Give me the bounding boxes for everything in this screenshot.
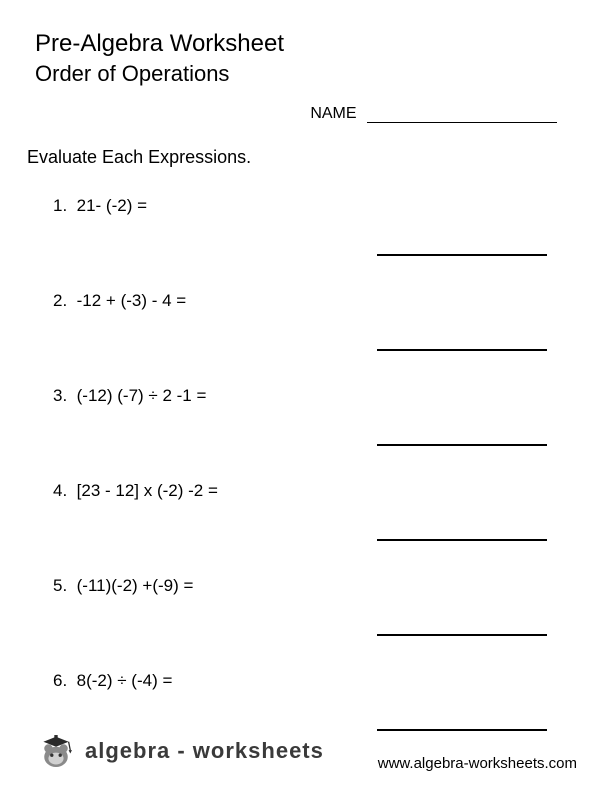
problem-text: 3. (-12) (-7) ÷ 2 -1 =: [35, 386, 577, 406]
name-label: NAME: [310, 105, 356, 123]
answer-line[interactable]: [377, 634, 547, 636]
problem-expression: -12 + (-3) - 4 =: [77, 291, 187, 310]
problem-row: 4. [23 - 12] x (-2) -2 =: [35, 481, 577, 576]
problem-text: 1. 21- (-2) =: [35, 196, 577, 216]
mascot-icon: [35, 730, 77, 772]
instructions: Evaluate Each Expressions.: [27, 147, 577, 168]
problem-number: 3.: [53, 386, 67, 405]
problem-expression: (-11)(-2) +(-9) =: [77, 576, 194, 595]
name-input-line[interactable]: [367, 122, 557, 123]
problem-text: 4. [23 - 12] x (-2) -2 =: [35, 481, 577, 501]
problem-expression: 21- (-2) =: [77, 196, 147, 215]
answer-line[interactable]: [377, 444, 547, 446]
problems-list: 1. 21- (-2) = 2. -12 + (-3) - 4 = 3. (-1…: [35, 196, 577, 766]
problem-text: 6. 8(-2) ÷ (-4) =: [35, 671, 577, 691]
problem-expression: 8(-2) ÷ (-4) =: [77, 671, 173, 690]
problem-expression: [23 - 12] x (-2) -2 =: [77, 481, 218, 500]
problem-row: 2. -12 + (-3) - 4 =: [35, 291, 577, 386]
logo-text: algebra - worksheets: [85, 738, 324, 764]
problem-text: 2. -12 + (-3) - 4 =: [35, 291, 577, 311]
answer-line[interactable]: [377, 539, 547, 541]
problem-number: 6.: [53, 671, 67, 690]
problem-number: 4.: [53, 481, 67, 500]
name-row: NAME: [35, 105, 577, 123]
problem-number: 5.: [53, 576, 67, 595]
problem-expression: (-12) (-7) ÷ 2 -1 =: [77, 386, 207, 405]
problem-row: 3. (-12) (-7) ÷ 2 -1 =: [35, 386, 577, 481]
answer-line[interactable]: [377, 254, 547, 256]
logo-group: algebra - worksheets: [35, 730, 324, 772]
problem-row: 1. 21- (-2) =: [35, 196, 577, 291]
worksheet-title: Pre-Algebra Worksheet: [35, 30, 577, 59]
footer: algebra - worksheets www.algebra-workshe…: [0, 730, 612, 772]
problem-number: 1.: [53, 196, 67, 215]
problem-number: 2.: [53, 291, 67, 310]
answer-line[interactable]: [377, 349, 547, 351]
footer-url: www.algebra-worksheets.com: [378, 755, 577, 772]
worksheet-subtitle: Order of Operations: [35, 61, 577, 87]
problem-text: 5. (-11)(-2) +(-9) =: [35, 576, 577, 596]
problem-row: 5. (-11)(-2) +(-9) =: [35, 576, 577, 671]
